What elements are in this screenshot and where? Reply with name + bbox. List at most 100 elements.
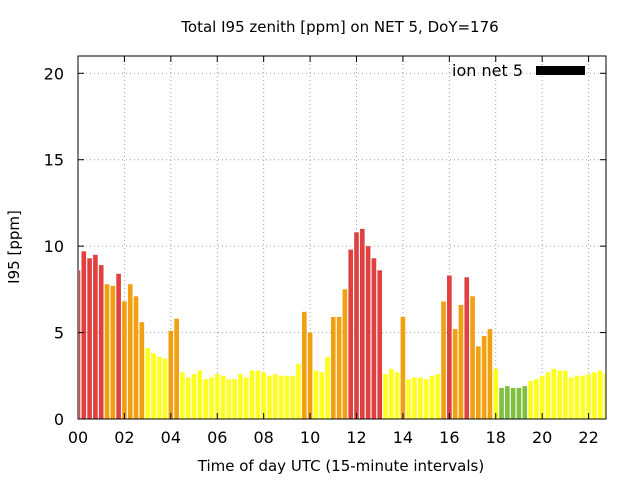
bar: [325, 356, 330, 419]
x-tick-label: 08: [253, 428, 273, 447]
bar: [261, 372, 266, 419]
x-tick-label: 04: [161, 428, 181, 447]
bar: [203, 379, 208, 419]
x-tick-labels: 00 02 04 06 08 10 12 14 16 18 20 22: [68, 428, 599, 447]
bar: [528, 380, 533, 419]
y-tick-labels: 0 5 10 15 20: [44, 64, 64, 429]
legend: ion net 5: [452, 61, 585, 80]
bar: [220, 375, 226, 419]
y-tick-label: 5: [54, 324, 64, 343]
bar: [568, 377, 574, 419]
bar: [597, 370, 603, 419]
bar: [516, 387, 522, 419]
bar: [127, 284, 133, 419]
bar: [139, 322, 145, 419]
bar: [156, 356, 162, 419]
x-tick-label: 20: [532, 428, 552, 447]
x-tick-label: 12: [346, 428, 366, 447]
bar: [168, 330, 174, 419]
bar: [586, 374, 591, 419]
bar: [307, 332, 313, 419]
bar: [232, 379, 237, 419]
bar: [429, 375, 435, 419]
bar: [574, 375, 580, 419]
bar: [214, 374, 220, 419]
bar: [301, 311, 307, 419]
y-tick-label: 10: [44, 237, 64, 256]
bar: [377, 270, 383, 419]
bar: [209, 377, 214, 419]
bar: [342, 289, 348, 419]
plot-frame: [77, 55, 607, 420]
bar: [354, 232, 359, 419]
bar: [481, 336, 487, 419]
bar: [435, 374, 441, 419]
bar: [412, 377, 417, 419]
bar: [145, 348, 150, 419]
bar: [174, 318, 179, 419]
bar: [348, 249, 354, 419]
bar: [238, 374, 243, 419]
bar: [284, 375, 290, 419]
bar: [418, 377, 423, 419]
bar: [470, 296, 475, 419]
bar: [162, 358, 168, 419]
x-tick-label: 22: [578, 428, 598, 447]
bar: [441, 301, 446, 419]
axis-ticks: [77, 56, 606, 420]
bar: [447, 275, 452, 419]
bar: [383, 374, 388, 419]
bar: [296, 363, 301, 419]
legend-swatch: [536, 66, 585, 75]
bar: [388, 368, 394, 419]
y-tick-label: 0: [54, 410, 64, 429]
bar: [319, 372, 325, 419]
bar: [255, 370, 261, 419]
bar: [116, 273, 121, 419]
bar: [272, 374, 278, 419]
bar: [313, 370, 319, 419]
x-tick-label: 06: [207, 428, 227, 447]
bar: [93, 254, 98, 419]
bar: [249, 370, 255, 419]
x-tick-label: 16: [439, 428, 459, 447]
x-tick-label: 00: [68, 428, 88, 447]
bar: [371, 258, 377, 419]
bar: [563, 370, 568, 419]
bar: [534, 379, 539, 419]
x-tick-label: 02: [114, 428, 134, 447]
bar: [365, 246, 371, 419]
bar: [180, 372, 185, 419]
bar: [458, 304, 464, 419]
y-axis-title: I95 [ppm]: [5, 210, 23, 284]
bar: [603, 374, 605, 419]
x-axis-title: Time of day UTC (15-minute intervals): [197, 457, 484, 475]
bar: [423, 379, 429, 419]
bar: [185, 377, 191, 419]
x-tick-label: 14: [393, 428, 413, 447]
bar: [464, 277, 470, 419]
grid-lines: [78, 56, 606, 419]
bar: [278, 375, 284, 419]
y-tick-label: 20: [44, 64, 64, 83]
bar: [104, 284, 110, 419]
bar: [493, 368, 499, 419]
bar: [476, 346, 481, 419]
bar: [151, 353, 156, 419]
bar: [87, 258, 92, 419]
bar: [580, 375, 586, 419]
bar: [557, 370, 562, 419]
bar: [330, 317, 336, 419]
bar: [197, 370, 203, 419]
bar: [505, 386, 510, 419]
bar: [394, 372, 400, 419]
x-tick-label: 18: [486, 428, 506, 447]
bar: [539, 375, 545, 419]
bar: [545, 372, 551, 419]
bar: [226, 379, 232, 419]
bar: [243, 377, 249, 419]
bar: [98, 265, 104, 419]
bar: [290, 375, 296, 419]
bar: [191, 374, 197, 419]
